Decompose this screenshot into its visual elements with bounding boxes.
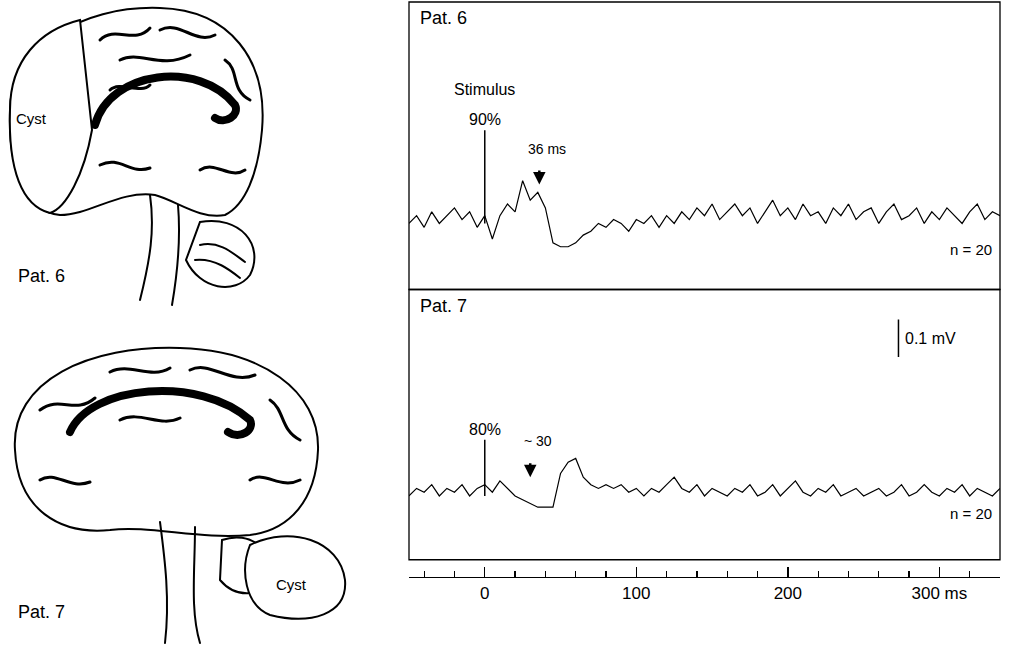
svg-text:36 ms: 36 ms bbox=[528, 141, 566, 157]
svg-text:Cyst: Cyst bbox=[276, 576, 307, 593]
svg-text:Pat. 6: Pat. 6 bbox=[18, 266, 65, 286]
svg-text:n = 20: n = 20 bbox=[950, 505, 992, 522]
svg-text:300 ms: 300 ms bbox=[912, 584, 968, 603]
svg-text:200: 200 bbox=[774, 584, 802, 603]
svg-text:0.1 mV: 0.1 mV bbox=[905, 330, 956, 347]
svg-text:Cyst: Cyst bbox=[16, 110, 47, 127]
svg-text:Stimulus: Stimulus bbox=[454, 81, 515, 98]
svg-text:100: 100 bbox=[622, 584, 650, 603]
svg-text:Pat. 6: Pat. 6 bbox=[420, 8, 467, 28]
svg-text:Pat. 7: Pat. 7 bbox=[420, 296, 467, 316]
svg-text:90%: 90% bbox=[469, 111, 501, 128]
svg-text:80%: 80% bbox=[469, 421, 501, 438]
svg-text:~ 30: ~ 30 bbox=[524, 433, 552, 449]
svg-text:n = 20: n = 20 bbox=[950, 241, 992, 258]
svg-text:0: 0 bbox=[480, 584, 489, 603]
svg-text:Pat. 7: Pat. 7 bbox=[18, 602, 65, 622]
